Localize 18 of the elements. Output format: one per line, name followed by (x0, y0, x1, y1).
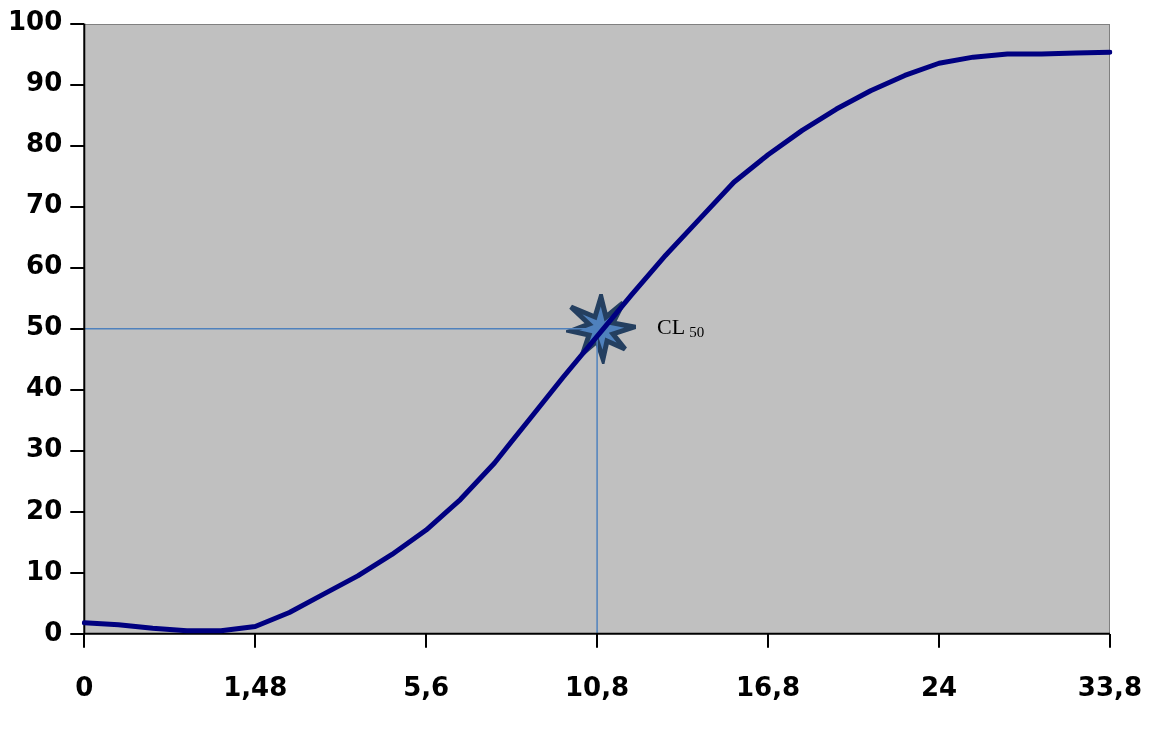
y-tick-label: 90 (26, 67, 63, 98)
x-tick-label: 33,8 (1077, 672, 1142, 703)
x-tick-label: 5,6 (403, 672, 450, 703)
x-tick-label: 16,8 (735, 672, 801, 703)
y-tick-label: 30 (26, 433, 63, 464)
x-tick-label: 0 (75, 672, 94, 703)
y-tick-label: 100 (7, 6, 63, 37)
y-tick-label: 10 (26, 555, 63, 586)
y-tick-label: 0 (44, 616, 63, 647)
y-tick-label: 60 (26, 250, 63, 281)
x-tick-label: 1,48 (223, 672, 288, 703)
y-tick-label: 20 (26, 494, 63, 525)
x-tick-label: 10,8 (565, 672, 630, 703)
y-tick-label: 50 (26, 311, 63, 342)
y-tick-label: 40 (26, 372, 63, 403)
y-tick-label: 70 (26, 189, 63, 220)
x-tick-label: 24 (920, 672, 958, 703)
y-tick-label: 80 (26, 128, 63, 159)
